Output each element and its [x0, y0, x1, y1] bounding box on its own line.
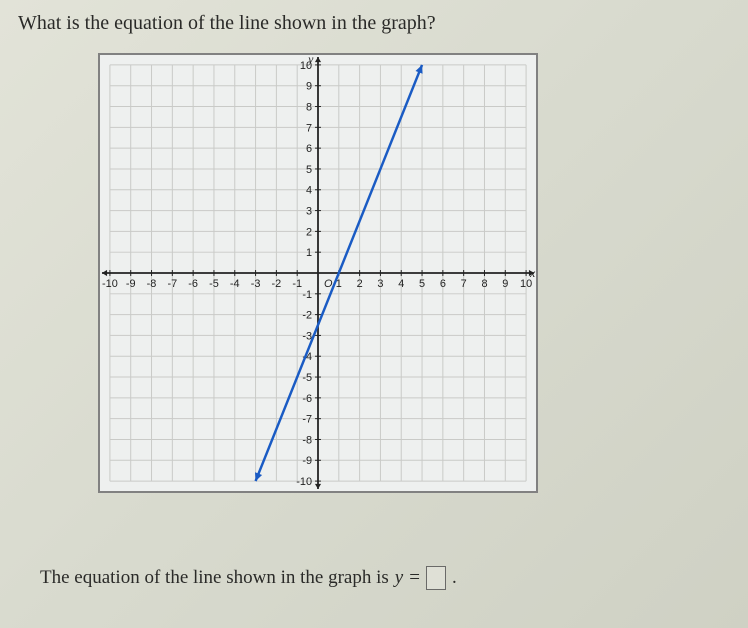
svg-text:-9: -9 [302, 455, 312, 467]
svg-text:-2: -2 [302, 310, 312, 322]
svg-text:-3: -3 [251, 278, 261, 290]
svg-text:-8: -8 [302, 434, 312, 446]
question-text: What is the equation of the line shown i… [18, 12, 730, 35]
answer-input-box[interactable] [426, 566, 446, 590]
svg-text:9: 9 [306, 81, 312, 93]
svg-text:-6: -6 [188, 278, 198, 290]
graph-svg: -10-9-8-7-6-5-4-3-2-112345678910-10-9-8-… [100, 55, 536, 491]
coordinate-graph: -10-9-8-7-6-5-4-3-2-112345678910-10-9-8-… [98, 53, 538, 493]
svg-text:8: 8 [306, 101, 312, 113]
svg-text:x: x [529, 266, 536, 280]
answer-sentence: The equation of the line shown in the gr… [40, 566, 457, 590]
svg-text:4: 4 [306, 185, 312, 197]
answer-variable: y [395, 567, 403, 589]
svg-text:8: 8 [481, 278, 487, 290]
svg-text:6: 6 [440, 278, 446, 290]
svg-text:-10: -10 [296, 476, 312, 488]
svg-text:3: 3 [306, 206, 312, 218]
svg-text:4: 4 [398, 278, 404, 290]
svg-text:6: 6 [306, 143, 312, 155]
svg-text:-10: -10 [102, 278, 118, 290]
answer-prefix: The equation of the line shown in the gr… [40, 567, 389, 589]
answer-period: . [452, 567, 457, 589]
svg-text:5: 5 [306, 164, 312, 176]
svg-text:-9: -9 [126, 278, 136, 290]
svg-text:-2: -2 [272, 278, 282, 290]
svg-text:7: 7 [461, 278, 467, 290]
svg-text:2: 2 [357, 278, 363, 290]
svg-text:-6: -6 [302, 393, 312, 405]
svg-text:1: 1 [306, 247, 312, 259]
svg-text:-4: -4 [230, 278, 240, 290]
svg-text:9: 9 [502, 278, 508, 290]
svg-text:7: 7 [306, 122, 312, 134]
svg-text:5: 5 [419, 278, 425, 290]
svg-text:3: 3 [377, 278, 383, 290]
answer-equals: = [409, 567, 420, 589]
svg-text:-5: -5 [209, 278, 219, 290]
svg-text:-1: -1 [292, 278, 302, 290]
worksheet-page: What is the equation of the line shown i… [0, 0, 748, 628]
svg-text:y: y [307, 55, 314, 66]
svg-text:2: 2 [306, 226, 312, 238]
svg-text:-7: -7 [302, 414, 312, 426]
svg-text:-7: -7 [167, 278, 177, 290]
svg-text:-1: -1 [302, 289, 312, 301]
svg-text:-5: -5 [302, 372, 312, 384]
svg-text:-8: -8 [147, 278, 157, 290]
